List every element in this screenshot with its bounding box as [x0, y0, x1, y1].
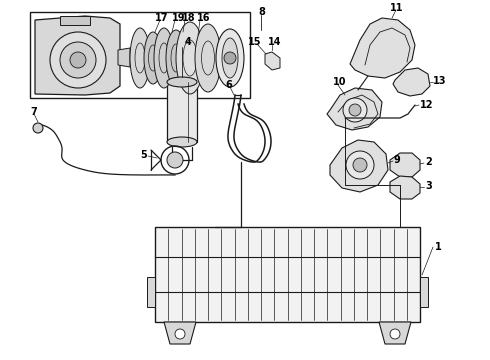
Circle shape	[343, 98, 367, 122]
Text: 14: 14	[268, 37, 281, 47]
Ellipse shape	[154, 28, 174, 88]
Text: 8: 8	[258, 7, 265, 17]
Ellipse shape	[144, 32, 162, 84]
Circle shape	[353, 158, 367, 172]
Ellipse shape	[216, 29, 244, 87]
Circle shape	[349, 104, 361, 116]
Polygon shape	[60, 16, 90, 25]
Ellipse shape	[166, 30, 186, 86]
Circle shape	[224, 52, 236, 64]
Polygon shape	[164, 322, 196, 344]
Circle shape	[346, 151, 374, 179]
Ellipse shape	[167, 77, 197, 87]
Polygon shape	[265, 52, 280, 70]
Text: 12: 12	[420, 100, 434, 110]
Polygon shape	[167, 82, 197, 142]
Circle shape	[167, 152, 183, 168]
Text: 5: 5	[140, 150, 147, 160]
Circle shape	[33, 123, 43, 133]
Ellipse shape	[176, 22, 204, 94]
Text: 10: 10	[333, 77, 346, 87]
Bar	[30, 12, 250, 98]
Text: 3: 3	[425, 181, 432, 191]
Polygon shape	[379, 322, 411, 344]
Polygon shape	[350, 18, 415, 78]
Polygon shape	[390, 153, 420, 177]
Text: 18: 18	[182, 13, 196, 23]
Text: 13: 13	[433, 76, 446, 86]
Text: 15: 15	[248, 37, 262, 47]
Text: 19: 19	[172, 13, 186, 23]
Polygon shape	[330, 140, 388, 192]
Polygon shape	[155, 227, 420, 322]
Text: 2: 2	[425, 157, 432, 167]
Circle shape	[70, 52, 86, 68]
Polygon shape	[327, 88, 382, 130]
Text: 17: 17	[155, 13, 169, 23]
Circle shape	[175, 329, 185, 339]
Text: 6: 6	[225, 80, 232, 90]
Text: 7: 7	[30, 107, 37, 117]
Ellipse shape	[130, 28, 150, 88]
Polygon shape	[118, 48, 130, 67]
Text: 9: 9	[393, 155, 400, 165]
Polygon shape	[390, 176, 420, 199]
Ellipse shape	[222, 38, 238, 78]
Circle shape	[50, 32, 106, 88]
Circle shape	[390, 329, 400, 339]
Text: 16: 16	[197, 13, 211, 23]
Polygon shape	[147, 277, 155, 307]
Ellipse shape	[167, 137, 197, 147]
Polygon shape	[35, 16, 120, 95]
Circle shape	[60, 42, 96, 78]
Polygon shape	[420, 277, 428, 307]
Text: 4: 4	[185, 37, 192, 47]
Text: 11: 11	[390, 3, 403, 13]
Text: 1: 1	[435, 242, 442, 252]
Ellipse shape	[195, 24, 221, 92]
Polygon shape	[393, 68, 430, 96]
